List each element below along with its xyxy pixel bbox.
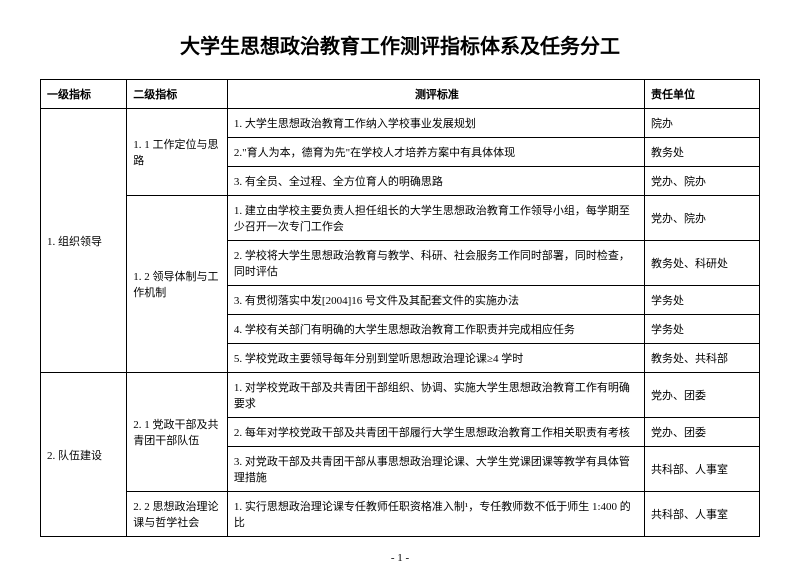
cell-unit: 教务处、共科部 [644,344,759,373]
header-unit: 责任单位 [644,80,759,109]
table-row: 2. 队伍建设 2. 1 党政干部及共青团干部队伍 1. 对学校党政干部及共青团… [41,373,760,418]
header-criteria: 测评标准 [227,80,644,109]
cell-level1: 1. 组织领导 [41,109,127,373]
table-row: 1. 2 领导体制与工作机制 1. 建立由学校主要负责人担任组长的大学生思想政治… [41,196,760,241]
cell-criteria: 2. 学校将大学生思想政治教育与教学、科研、社会服务工作同时部署，同时检查，同时… [227,241,644,286]
cell-criteria: 1. 建立由学校主要负责人担任组长的大学生思想政治教育工作领导小组，每学期至少召… [227,196,644,241]
cell-level2: 2. 2 思想政治理论课与哲学社会 [127,492,228,537]
cell-criteria: 1. 对学校党政干部及共青团干部组织、协调、实施大学生思想政治教育工作有明确要求 [227,373,644,418]
page-number: - 1 - [40,552,760,564]
cell-unit: 党办、院办 [644,167,759,196]
cell-unit: 党办、团委 [644,373,759,418]
cell-criteria: 5. 学校党政主要领导每年分别到堂听思想政治理论课≥4 学时 [227,344,644,373]
cell-criteria: 4. 学校有关部门有明确的大学生思想政治教育工作职责并完成相应任务 [227,315,644,344]
cell-criteria: 3. 有全员、全过程、全方位育人的明确思路 [227,167,644,196]
cell-level1: 2. 队伍建设 [41,373,127,537]
cell-criteria: 1. 实行思想政治理论课专任教师任职资格准入制¹，专任教师数不低于师生 1:40… [227,492,644,537]
header-level1: 一级指标 [41,80,127,109]
cell-criteria: 2. 每年对学校党政干部及共青团干部履行大学生思想政治教育工作相关职责有考核 [227,418,644,447]
cell-level2: 1. 1 工作定位与思路 [127,109,228,196]
cell-criteria: 3. 对党政干部及共青团干部从事思想政治理论课、大学生党课团课等教学有具体管理措… [227,447,644,492]
cell-level2: 2. 1 党政干部及共青团干部队伍 [127,373,228,492]
cell-criteria: 3. 有贯彻落实中发[2004]16 号文件及其配套文件的实施办法 [227,286,644,315]
cell-unit: 院办 [644,109,759,138]
table-row: 1. 组织领导 1. 1 工作定位与思路 1. 大学生思想政治教育工作纳入学校事… [41,109,760,138]
page-title: 大学生思想政治教育工作测评指标体系及任务分工 [40,30,760,59]
evaluation-table: 一级指标 二级指标 测评标准 责任单位 1. 组织领导 1. 1 工作定位与思路… [40,79,760,537]
cell-criteria: 2."育人为本，德育为先"在学校人才培养方案中有具体体现 [227,138,644,167]
cell-unit: 党办、院办 [644,196,759,241]
cell-unit: 教务处 [644,138,759,167]
table-header-row: 一级指标 二级指标 测评标准 责任单位 [41,80,760,109]
cell-level2: 1. 2 领导体制与工作机制 [127,196,228,373]
cell-unit: 党办、团委 [644,418,759,447]
cell-unit: 学务处 [644,286,759,315]
cell-unit: 共科部、人事室 [644,447,759,492]
cell-unit: 教务处、科研处 [644,241,759,286]
header-level2: 二级指标 [127,80,228,109]
cell-unit: 共科部、人事室 [644,492,759,537]
table-row: 2. 2 思想政治理论课与哲学社会 1. 实行思想政治理论课专任教师任职资格准入… [41,492,760,537]
cell-criteria: 1. 大学生思想政治教育工作纳入学校事业发展规划 [227,109,644,138]
cell-unit: 学务处 [644,315,759,344]
